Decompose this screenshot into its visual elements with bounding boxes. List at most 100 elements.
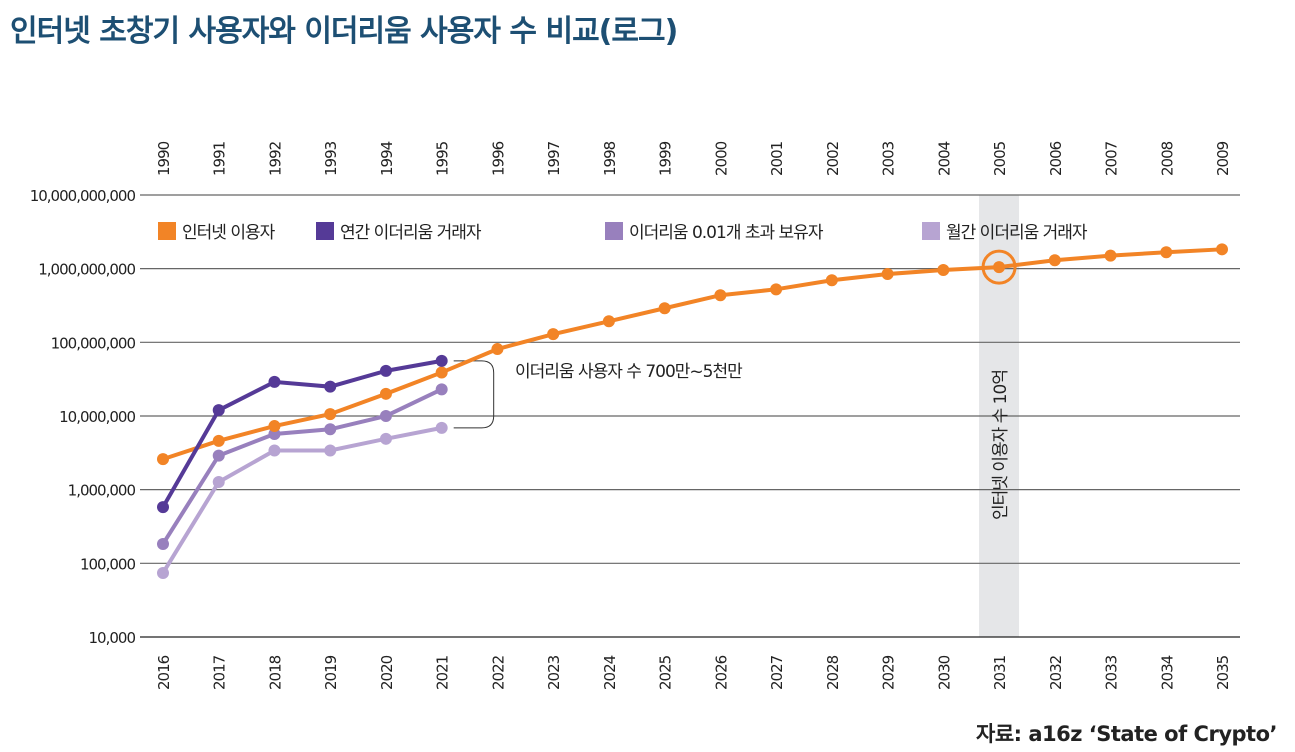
data-point bbox=[1104, 249, 1117, 262]
x-tick-label-top: 2004 bbox=[935, 141, 953, 176]
x-tick-label-top: 2008 bbox=[1158, 141, 1176, 176]
x-tick-label-bottom: 2028 bbox=[824, 655, 842, 690]
x-tick-label-top: 1994 bbox=[378, 141, 396, 176]
data-point bbox=[268, 375, 281, 388]
data-point bbox=[1160, 246, 1173, 259]
x-tick-label-bottom: 2032 bbox=[1047, 655, 1065, 690]
data-point bbox=[157, 566, 169, 579]
data-point bbox=[379, 364, 392, 377]
y-tick-label: 1,000,000,000 bbox=[38, 261, 135, 279]
y-tick-label: 100,000,000 bbox=[51, 334, 136, 352]
series-line bbox=[161, 387, 443, 546]
y-tick-label: 10,000 bbox=[89, 629, 136, 647]
data-point bbox=[491, 343, 504, 356]
legend-label: 인터넷 이용자 bbox=[182, 223, 276, 243]
data-point bbox=[324, 423, 337, 436]
legend-swatch bbox=[922, 222, 940, 240]
x-tick-label-bottom: 2022 bbox=[489, 655, 507, 690]
data-point bbox=[379, 387, 392, 400]
x-tick-label-bottom: 2029 bbox=[880, 655, 898, 690]
data-point bbox=[937, 263, 950, 276]
x-tick-label-bottom: 2023 bbox=[545, 655, 563, 690]
x-tick-label-top: 1990 bbox=[155, 141, 173, 176]
data-point bbox=[212, 476, 225, 489]
x-tick-label-bottom: 2031 bbox=[991, 655, 1009, 690]
x-tick-label-bottom: 2018 bbox=[266, 655, 284, 690]
data-point bbox=[268, 444, 281, 457]
legend-swatch bbox=[158, 222, 176, 240]
x-tick-label-bottom: 2019 bbox=[322, 655, 340, 690]
legend-swatch bbox=[605, 222, 623, 240]
legend-label: 월간 이더리움 거래자 bbox=[946, 223, 1088, 243]
data-point bbox=[157, 537, 169, 550]
data-point bbox=[268, 420, 281, 433]
legend-label: 이더리움 0.01개 초과 보유자 bbox=[629, 223, 824, 243]
data-point bbox=[1216, 243, 1228, 256]
data-point bbox=[157, 453, 169, 466]
x-tick-label-top: 1997 bbox=[545, 141, 563, 176]
x-tick-label-bottom: 2034 bbox=[1158, 655, 1176, 690]
data-point bbox=[157, 501, 169, 514]
data-point bbox=[881, 268, 894, 281]
series-line bbox=[162, 247, 1223, 461]
x-tick-label-top: 1992 bbox=[266, 141, 284, 176]
legend-swatch bbox=[316, 222, 334, 240]
data-point bbox=[435, 354, 448, 367]
highlight-label: 인터넷 이용자 수 10억 bbox=[991, 370, 1011, 520]
x-tick-label-top: 2009 bbox=[1214, 141, 1232, 176]
y-tick-label: 1,000,000 bbox=[68, 482, 136, 500]
x-tick-label-bottom: 2030 bbox=[935, 655, 953, 690]
legend-label: 연간 이더리움 거래자 bbox=[340, 223, 482, 243]
x-tick-label-bottom: 2026 bbox=[712, 655, 730, 690]
x-tick-label-bottom: 2033 bbox=[1103, 655, 1121, 690]
y-tick-label: 10,000,000,000 bbox=[30, 187, 136, 205]
x-tick-label-bottom: 2027 bbox=[768, 655, 786, 690]
x-tick-label-top: 2003 bbox=[880, 141, 898, 176]
series-line bbox=[161, 358, 443, 509]
data-point bbox=[435, 421, 448, 434]
data-point bbox=[770, 283, 783, 296]
x-tick-label-bottom: 2035 bbox=[1214, 655, 1232, 690]
x-tick-label-top: 1998 bbox=[601, 141, 619, 176]
x-tick-label-top: 1995 bbox=[434, 141, 452, 176]
data-point bbox=[1048, 254, 1061, 267]
data-point bbox=[212, 434, 225, 447]
x-tick-label-bottom: 2016 bbox=[155, 655, 173, 690]
x-tick-label-top: 2006 bbox=[1047, 141, 1065, 176]
data-point bbox=[714, 289, 727, 302]
x-tick-label-bottom: 2024 bbox=[601, 655, 619, 690]
data-point bbox=[602, 315, 615, 328]
y-tick-label: 100,000 bbox=[80, 555, 135, 573]
chart-title: 인터넷 초창기 사용자와 이더리움 사용자 수 비교(로그) bbox=[10, 14, 678, 49]
y-tick-label: 10,000,000 bbox=[59, 408, 135, 426]
highlight-circle bbox=[981, 249, 1017, 285]
data-point bbox=[212, 449, 225, 462]
bracket-label: 이더리움 사용자 수 700만~5천만 bbox=[515, 362, 743, 382]
data-point bbox=[379, 409, 392, 422]
series-line bbox=[161, 425, 443, 575]
x-tick-label-top: 2007 bbox=[1103, 141, 1121, 176]
x-tick-label-bottom: 2020 bbox=[378, 655, 396, 690]
data-point bbox=[379, 432, 392, 445]
x-tick-label-bottom: 2017 bbox=[211, 655, 229, 690]
data-point bbox=[324, 444, 337, 457]
source-note: 자료: a16z ‘State of Crypto’ bbox=[976, 722, 1278, 746]
x-tick-label-top: 1996 bbox=[489, 141, 507, 176]
data-point bbox=[658, 302, 671, 315]
x-tick-label-top: 1993 bbox=[322, 141, 340, 176]
x-tick-label-top: 1991 bbox=[211, 141, 229, 176]
data-point bbox=[212, 404, 225, 417]
data-point bbox=[547, 328, 560, 341]
x-tick-label-top: 2005 bbox=[991, 141, 1009, 176]
data-point bbox=[324, 408, 337, 421]
bracket bbox=[453, 360, 495, 429]
data-point bbox=[324, 380, 337, 393]
data-point bbox=[993, 261, 1006, 274]
data-point bbox=[435, 383, 448, 396]
x-tick-label-top: 2001 bbox=[768, 141, 786, 176]
x-tick-label-top: 2002 bbox=[824, 141, 842, 176]
x-tick-label-top: 2000 bbox=[712, 141, 730, 176]
data-point bbox=[435, 366, 448, 379]
x-tick-label-top: 1999 bbox=[657, 141, 675, 176]
